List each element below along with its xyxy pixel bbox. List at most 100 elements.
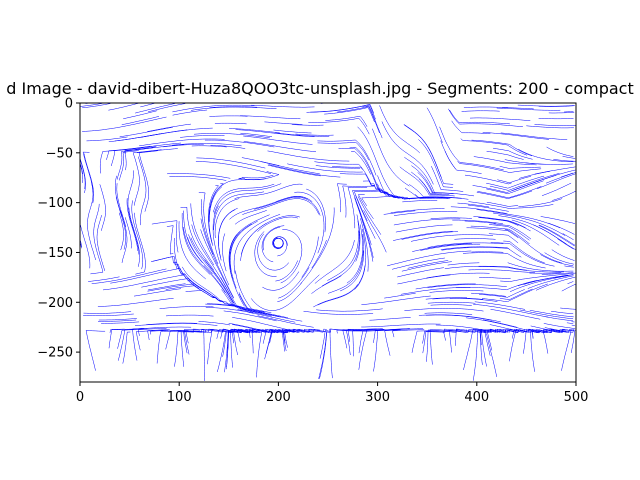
streamline	[137, 326, 192, 330]
streamline	[526, 125, 574, 129]
streamline	[209, 186, 223, 222]
streamline	[529, 309, 574, 318]
streamline	[414, 194, 449, 199]
streamline	[372, 128, 410, 187]
streamline	[313, 284, 358, 308]
streamline	[469, 117, 531, 121]
streamline	[384, 292, 416, 299]
streamline	[404, 124, 442, 178]
streamline	[321, 220, 360, 287]
streamline	[210, 145, 246, 149]
streamline	[207, 303, 281, 318]
streamline	[471, 251, 504, 253]
streamline	[543, 323, 576, 329]
streamline	[518, 198, 563, 207]
streamline	[425, 314, 493, 321]
streamline	[233, 328, 261, 356]
streamline	[379, 105, 420, 154]
streamline	[228, 234, 245, 307]
streamline	[116, 183, 126, 227]
streamline	[431, 165, 464, 192]
streamline	[267, 164, 321, 177]
streamline	[243, 135, 313, 145]
streamline	[444, 265, 527, 271]
streamline	[128, 207, 140, 267]
streamline	[519, 309, 574, 320]
streamline	[426, 272, 490, 279]
streamline	[546, 146, 574, 157]
streamline	[392, 329, 425, 338]
streamline	[183, 328, 232, 354]
streamline	[234, 183, 303, 199]
streamline	[108, 103, 140, 111]
streamline	[317, 139, 377, 176]
streamline	[275, 260, 298, 282]
streamline	[425, 328, 486, 333]
streamline	[468, 269, 536, 273]
streamline	[464, 174, 512, 185]
streamline	[464, 220, 497, 224]
streamline	[342, 329, 384, 349]
streamline	[488, 233, 519, 244]
y-tick-label: −100	[37, 196, 73, 211]
streamline	[504, 159, 546, 165]
streamline	[306, 188, 326, 233]
streamline	[486, 333, 497, 377]
streamline	[134, 323, 218, 326]
streamline	[480, 328, 518, 346]
streamline	[500, 132, 568, 140]
streamline	[478, 266, 565, 273]
streamline	[432, 297, 484, 300]
streamline	[430, 304, 472, 306]
streamline	[489, 224, 530, 241]
streamline	[80, 224, 91, 269]
streamline	[540, 254, 574, 267]
streamline	[180, 328, 206, 367]
y-tick-label: −50	[46, 146, 73, 161]
streamline	[138, 156, 147, 226]
streamline	[482, 319, 518, 328]
streamline	[172, 109, 208, 116]
streamline	[280, 229, 303, 284]
streamline	[404, 187, 469, 200]
streamline	[229, 223, 252, 270]
streamline	[209, 115, 248, 117]
streamline	[440, 246, 511, 250]
streamline	[465, 317, 538, 333]
streamline	[317, 141, 369, 161]
streamline	[468, 201, 554, 209]
streamline	[507, 262, 574, 272]
streamline	[235, 129, 315, 137]
streamline	[190, 237, 216, 275]
streamline	[184, 329, 201, 355]
streamline	[187, 237, 213, 274]
streamline	[427, 284, 507, 289]
streamline	[499, 288, 533, 300]
streamline	[430, 217, 472, 219]
streamline	[80, 103, 103, 107]
streamline	[402, 200, 438, 203]
streamline	[328, 250, 364, 294]
streamline	[99, 184, 106, 231]
streamline	[97, 298, 174, 307]
streamline	[533, 224, 567, 245]
streamline	[123, 110, 158, 120]
streamline	[169, 176, 227, 181]
streamline	[486, 175, 545, 189]
streamline	[473, 216, 526, 229]
streamline	[147, 329, 170, 341]
streamline	[185, 329, 219, 344]
streamline	[229, 196, 308, 220]
streamline	[229, 220, 258, 289]
y-tick-label: −200	[37, 296, 73, 311]
streamline	[481, 329, 487, 367]
streamline	[195, 161, 272, 174]
streamline	[562, 233, 574, 241]
streamline	[357, 126, 399, 197]
streamline	[97, 319, 137, 322]
streamline	[461, 110, 500, 112]
streamline	[262, 329, 286, 344]
streamline	[257, 315, 314, 328]
streamline	[553, 158, 576, 162]
streamline	[324, 107, 375, 123]
